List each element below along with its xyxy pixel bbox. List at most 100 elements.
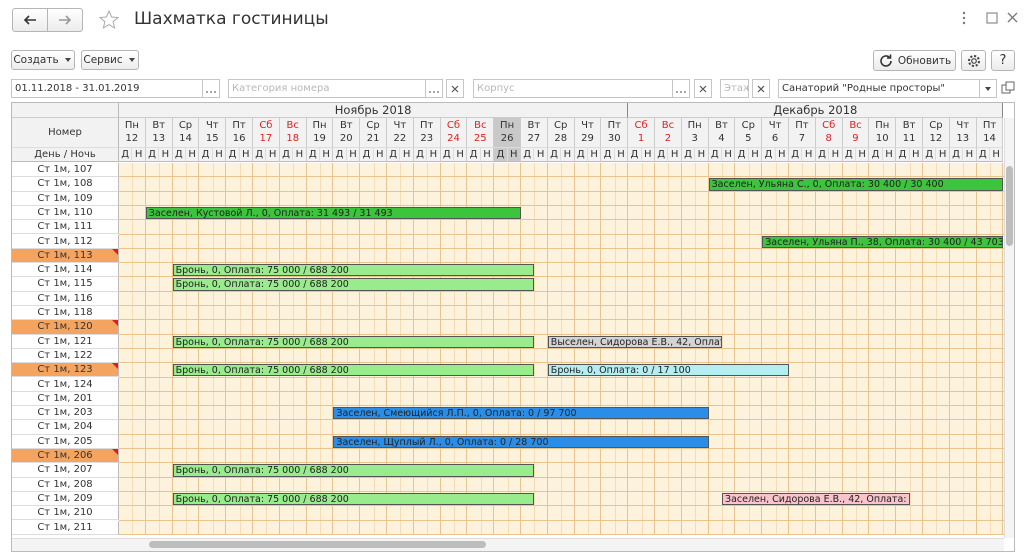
grid-line — [520, 163, 521, 535]
booking[interactable]: Заселен, Смеющийся Л.П., 0, Оплата: 0 / … — [333, 407, 709, 420]
floor-field[interactable]: Этаж — [720, 79, 749, 98]
day-part: Д — [440, 148, 454, 162]
night-part: Н — [400, 148, 414, 162]
select-button[interactable] — [202, 79, 220, 98]
room-name[interactable]: Ст 1м, 107 — [12, 163, 119, 178]
room-name[interactable]: Ст 1м, 115 — [12, 277, 119, 292]
room-name[interactable]: Ст 1м, 121 — [12, 334, 119, 349]
weekday: Ср — [366, 120, 380, 131]
room-name[interactable]: Ст 1м, 111 — [12, 220, 119, 235]
clear-button[interactable] — [446, 79, 464, 98]
day-header: Пн 12 — [119, 118, 146, 148]
service-button[interactable]: Сервис — [81, 50, 139, 70]
booking[interactable]: Заселен, Кустовой Л., 0, Оплата: 31 493 … — [145, 206, 521, 220]
grid-line — [427, 163, 429, 535]
day-number: 14 — [983, 133, 996, 144]
booking[interactable]: Заселен, Сидорова Е.В., 42, Оплата: 0 — [722, 492, 910, 506]
booking[interactable]: Бронь, 0, Оплата: 75 000 / 688 200 — [172, 335, 535, 348]
category-field[interactable]: Категория номера — [228, 79, 426, 98]
weekday: Пн — [500, 120, 515, 131]
booking[interactable]: Бронь, 0, Оплата: 75 000 / 688 200 — [172, 464, 535, 477]
day-number: 3 — [691, 133, 698, 144]
room-name[interactable]: Ст 1м, 201 — [12, 391, 119, 407]
room-name[interactable]: Ст 1м, 112 — [12, 234, 119, 249]
room-name[interactable]: Ст 1м, 204 — [12, 420, 119, 435]
day-header: Ср 14 — [172, 118, 200, 148]
grid-line — [225, 163, 227, 535]
create-button[interactable]: Создать — [11, 50, 75, 70]
room-name[interactable]: Ст 1м, 124 — [12, 377, 119, 392]
room-name[interactable]: Ст 1м, 208 — [12, 477, 119, 492]
booking[interactable]: Бронь, 0, Оплата: 75 000 / 688 200 — [172, 278, 535, 291]
booking[interactable]: Заселен, Ульяна П., 38, Оплата: 30 400 /… — [762, 235, 1004, 248]
room-name[interactable]: Ст 1м, 209 — [12, 491, 119, 507]
room-name[interactable]: Ст 1м, 114 — [12, 263, 119, 278]
help-button[interactable]: ? — [991, 50, 1015, 71]
forward-button[interactable] — [47, 8, 83, 32]
clear-icon — [757, 85, 765, 93]
room-name[interactable]: Ст 1м, 203 — [12, 406, 119, 421]
room-name[interactable]: Ст 1м, 120 — [12, 320, 119, 335]
weekday: Пт — [607, 120, 621, 131]
refresh-button[interactable]: Обновить — [873, 50, 956, 71]
row-line — [119, 290, 1004, 292]
room-marker — [112, 320, 118, 327]
building-field[interactable]: Корпус — [473, 79, 673, 98]
weekday: Ср — [554, 120, 568, 131]
dropdown-arrow — [128, 58, 135, 62]
day-part: Д — [413, 148, 428, 162]
favorite-star[interactable] — [98, 9, 120, 31]
clear-button[interactable] — [694, 79, 712, 98]
back-button[interactable] — [12, 8, 48, 32]
booking[interactable]: Бронь, 0, Оплата: 75 000 / 688 200 — [172, 492, 535, 506]
night-part: Н — [346, 148, 361, 162]
night-part: Н — [588, 148, 602, 162]
booking[interactable]: Бронь, 0, Оплата: 75 000 / 688 200 — [172, 364, 535, 377]
forward-icon — [59, 15, 72, 25]
room-name[interactable]: Ст 1м, 116 — [12, 291, 119, 306]
room-name[interactable]: Ст 1м, 113 — [12, 248, 119, 264]
grid-line — [171, 163, 173, 535]
settings-button[interactable] — [961, 50, 986, 71]
night-part: Н — [722, 148, 736, 162]
day-number: 22 — [393, 133, 407, 144]
day-header: Вт 27 — [521, 118, 548, 148]
period-field[interactable]: 01.11.2018 - 31.01.2019 — [11, 79, 203, 98]
booking[interactable]: Бронь, 0, Оплата: 0 / 17 100 — [547, 364, 789, 377]
open-icon[interactable] — [1001, 81, 1015, 95]
dropdown-button[interactable] — [979, 79, 997, 98]
room-name[interactable]: Ст 1м, 205 — [12, 434, 119, 449]
grid-line — [627, 163, 629, 535]
grid-line — [561, 163, 563, 535]
horizontal-scroll-thumb[interactable] — [149, 541, 486, 548]
booking[interactable]: Заселен, Щуплый Л., 0, Оплата: 0 / 28 70… — [333, 435, 709, 448]
booking[interactable]: Заселен, Ульяна С., 0, Оплата: 30 400 / … — [708, 178, 1004, 191]
day-header: Пт 23 — [413, 118, 441, 148]
grid-line — [975, 163, 977, 535]
sanatorium-field[interactable]: Санаторий "Родные просторы" — [778, 79, 980, 98]
select-button[interactable] — [425, 79, 443, 98]
room-name[interactable]: Ст 1м, 206 — [12, 449, 119, 464]
night-part: Н — [534, 148, 548, 162]
grid-line — [722, 163, 723, 535]
room-name[interactable]: Ст 1м, 118 — [12, 306, 119, 321]
select-button[interactable] — [672, 79, 690, 98]
day-header: Чт 15 — [199, 118, 227, 148]
clear-button[interactable] — [752, 79, 770, 98]
weekday: Ср — [741, 120, 755, 131]
room-name[interactable]: Ст 1м, 123 — [12, 363, 119, 378]
room-name[interactable]: Ст 1м, 110 — [12, 205, 119, 221]
room-name[interactable]: Ст 1м, 122 — [12, 348, 119, 364]
room-name[interactable]: Ст 1м, 108 — [12, 177, 119, 192]
booking[interactable]: Выселен, Сидорова Е.В., 42, Оплат — [547, 335, 722, 348]
vertical-scroll-thumb[interactable] — [1006, 166, 1013, 246]
weekday: Вс — [849, 120, 862, 131]
grid-line — [895, 163, 897, 535]
room-name[interactable]: Ст 1м, 109 — [12, 191, 119, 206]
room-name[interactable]: Ст 1м, 211 — [12, 520, 119, 535]
day-header: Вс 18 — [279, 118, 307, 148]
booking[interactable]: Бронь, 0, Оплата: 75 000 / 688 200 — [172, 264, 535, 277]
room-name[interactable]: Ст 1м, 210 — [12, 506, 119, 521]
grid-line — [439, 163, 441, 535]
room-name[interactable]: Ст 1м, 207 — [12, 463, 119, 478]
